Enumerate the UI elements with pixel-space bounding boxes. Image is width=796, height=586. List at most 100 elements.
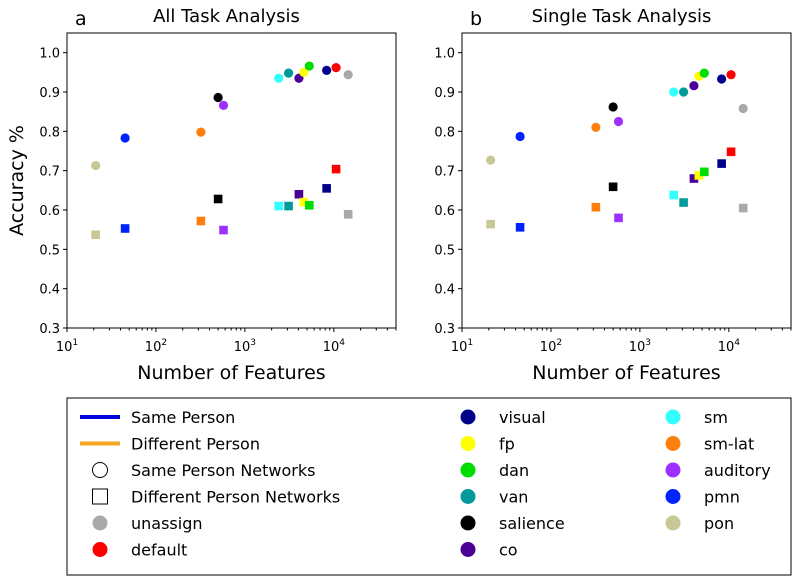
- legend-label-sm: sm: [704, 408, 728, 427]
- legend-label-unassign: unassign: [131, 514, 203, 533]
- legend-dot-dan: [460, 462, 476, 478]
- point-same-auditory: [218, 100, 229, 110]
- point-different-dan: [700, 167, 709, 177]
- legend-dot-co: [460, 542, 476, 557]
- legend-label-salience: salience: [499, 514, 565, 533]
- x-tick-label: 103: [629, 338, 651, 355]
- legend-dot-unassign: [92, 515, 108, 531]
- legend-label-co: co: [499, 541, 518, 560]
- point-different-default: [331, 164, 341, 174]
- y-tick-label: 0.3: [39, 322, 60, 337]
- point-different-unassign: [738, 203, 748, 213]
- point-different-dan: [305, 200, 314, 210]
- y-tick-label: 0.9: [39, 86, 60, 101]
- legend-label-pon: pon: [704, 514, 734, 533]
- point-same-salience: [608, 102, 618, 112]
- point-same-pon: [486, 155, 496, 165]
- point-same-visual: [322, 65, 332, 75]
- legend-label-pmn: pmn: [704, 488, 740, 507]
- x-tick-label: 104: [718, 338, 741, 355]
- y-tick-label: 0.8: [39, 125, 60, 140]
- point-different-auditory: [219, 225, 228, 235]
- point-different-default: [726, 147, 736, 157]
- point-same-dan: [699, 68, 709, 78]
- chart-title: All Task Analysis: [153, 6, 300, 27]
- point-same-sm: [274, 73, 284, 83]
- point-different-pmn: [120, 224, 130, 233]
- point-different-co: [689, 174, 699, 183]
- legend-open-circle: [92, 462, 108, 478]
- point-different-pmn: [515, 223, 525, 232]
- point-different-sm: [274, 201, 284, 211]
- legend-label-sm-lat: sm-lat: [704, 435, 754, 454]
- legend-label-dan: dan: [499, 461, 529, 480]
- legend-label-visual: visual: [499, 408, 546, 427]
- x-axis-label: Number of Features: [137, 362, 325, 384]
- point-different-visual: [717, 159, 726, 168]
- point-different-salience: [213, 194, 223, 204]
- point-same-van: [678, 87, 689, 97]
- y-tick-label: 0.4: [39, 283, 60, 298]
- point-same-salience: [213, 92, 223, 103]
- chart-title: Single Task Analysis: [532, 6, 712, 27]
- point-same-visual: [717, 74, 727, 84]
- x-tick-label: 103: [234, 338, 256, 355]
- y-axis-label: Accuracy %: [6, 125, 28, 236]
- point-same-pon: [91, 160, 101, 171]
- point-different-fp: [299, 197, 309, 207]
- legend: Same Person Different Person Same Person N…: [66, 397, 792, 576]
- point-different-pon: [486, 219, 495, 229]
- plot-frame: [461, 32, 792, 329]
- point-different-fp: [694, 171, 704, 180]
- point-same-default: [331, 63, 341, 73]
- y-tick-label: 0.4: [434, 283, 455, 298]
- x-tick-label: 101: [451, 338, 473, 355]
- point-same-van: [283, 68, 294, 78]
- legend-label-auditory: auditory: [704, 461, 771, 480]
- y-tick-label: 0.6: [434, 204, 455, 219]
- point-same-default: [726, 70, 736, 80]
- y-tick-label: 0.7: [39, 165, 60, 180]
- legend-dot-sm: [665, 409, 681, 425]
- point-same-sm: [669, 87, 679, 97]
- x-tick-label: 104: [323, 338, 346, 355]
- legend-label-van: van: [499, 488, 528, 507]
- point-different-sm-lat: [196, 216, 206, 226]
- y-tick-label: 0.5: [39, 243, 60, 258]
- y-tick-label: 0.9: [434, 86, 455, 101]
- y-tick-label: 0.8: [434, 125, 455, 140]
- panel-label: a: [75, 8, 87, 30]
- point-different-sm: [669, 190, 679, 200]
- legend-frame: [66, 397, 792, 576]
- legend-dot-default: [92, 542, 108, 557]
- point-same-unassign: [343, 70, 353, 80]
- legend-label-default: default: [131, 541, 187, 560]
- legend-dot-van: [460, 489, 476, 504]
- x-tick-label: 102: [145, 338, 167, 355]
- point-different-sm-lat: [591, 202, 601, 212]
- point-same-unassign: [738, 103, 748, 114]
- y-tick-label: 0.3: [434, 322, 455, 337]
- point-different-unassign: [343, 210, 353, 219]
- point-same-sm-lat: [196, 127, 206, 137]
- point-same-auditory: [613, 116, 624, 127]
- legend-label-same-person-networks: Same Person Networks: [131, 461, 315, 480]
- y-tick-label: 0.6: [39, 204, 60, 219]
- legend-label-different-person: Different Person: [131, 435, 260, 454]
- legend-dot-pon: [665, 515, 681, 531]
- panel-b: Single Task Analysis b 0.3 0.4 0.5 0.6 0.7 0.8 0…: [434, 6, 792, 384]
- y-tick-label: 1.0: [434, 47, 455, 62]
- point-same-co: [689, 81, 699, 91]
- point-same-fp: [299, 67, 309, 77]
- y-tick-label: 0.7: [434, 165, 455, 180]
- legend-dot-salience: [460, 515, 476, 531]
- y-tick-label: 0.5: [434, 243, 455, 258]
- point-different-pon: [91, 230, 100, 240]
- point-different-auditory: [614, 213, 623, 223]
- point-different-salience: [608, 182, 618, 192]
- legend-dot-sm-lat: [665, 436, 681, 451]
- legend-dot-fp: [460, 436, 476, 451]
- point-different-visual: [322, 184, 331, 193]
- point-same-pmn: [120, 133, 130, 143]
